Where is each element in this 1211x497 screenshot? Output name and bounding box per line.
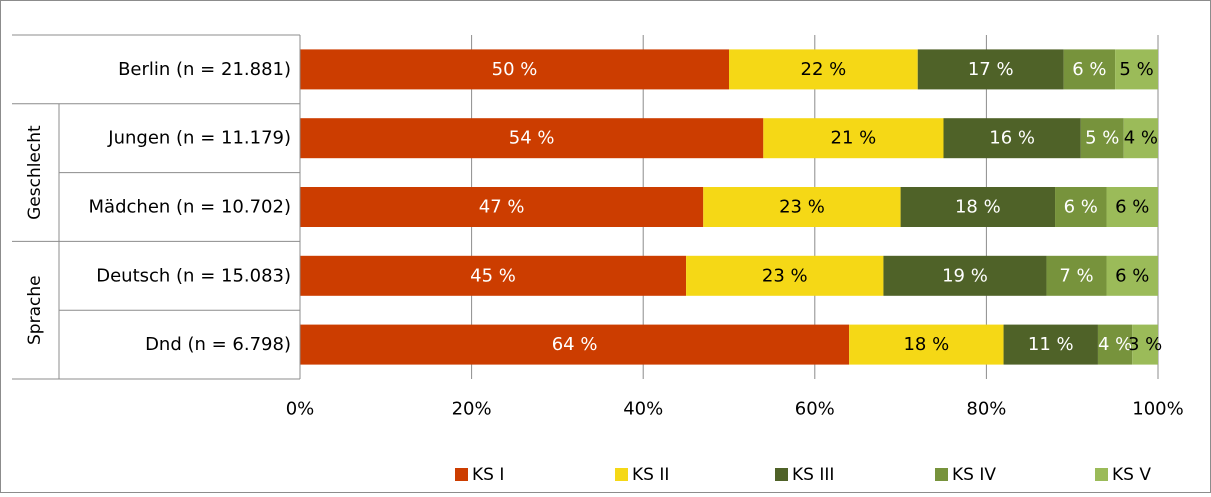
data-label: 19 % bbox=[942, 265, 988, 286]
data-label: 47 % bbox=[479, 197, 525, 218]
bar-segment bbox=[300, 118, 764, 159]
bar-segment bbox=[849, 324, 1004, 365]
x-tick-label: 100% bbox=[1132, 399, 1183, 420]
data-label: 5 % bbox=[1119, 59, 1153, 80]
bar-segment bbox=[300, 255, 687, 296]
legend-swatch bbox=[455, 468, 468, 481]
category-label: Dnd (n = 6.798) bbox=[145, 334, 291, 355]
bar-segment bbox=[686, 255, 884, 296]
bar-segment bbox=[729, 49, 918, 90]
category-label: Deutsch (n = 15.083) bbox=[96, 265, 291, 286]
data-label: 6 % bbox=[1115, 197, 1149, 218]
legend: KS I KS II KS III KS IV KS V bbox=[455, 465, 1151, 485]
category-label: Mädchen (n = 10.702) bbox=[89, 197, 291, 218]
legend-label: KS III bbox=[792, 465, 834, 485]
bar-segment bbox=[943, 118, 1081, 159]
legend-label: KS V bbox=[1112, 465, 1151, 485]
bar-segment bbox=[703, 187, 901, 227]
bar-segment bbox=[1063, 49, 1116, 90]
bar-segment bbox=[1003, 324, 1098, 365]
legend-label: KS II bbox=[632, 465, 669, 485]
data-label: 23 % bbox=[762, 265, 808, 286]
data-label: 45 % bbox=[470, 265, 516, 286]
bar-segment bbox=[1123, 118, 1158, 159]
data-label: 6 % bbox=[1115, 265, 1149, 286]
bar-segment bbox=[1080, 118, 1124, 159]
legend-swatch bbox=[935, 468, 948, 481]
bar-segment bbox=[300, 187, 704, 227]
data-label: 64 % bbox=[552, 334, 598, 355]
data-label: 6 % bbox=[1064, 197, 1098, 218]
bar-segment bbox=[1097, 324, 1133, 365]
legend-swatch bbox=[1095, 468, 1108, 481]
axis-layer: Geschlecht Sprache Berlin (n = 21.881) Jung… bbox=[12, 34, 1184, 420]
x-tick-label: 80% bbox=[966, 399, 1006, 420]
data-label: 6 % bbox=[1072, 59, 1106, 80]
data-label: 16 % bbox=[989, 128, 1035, 149]
data-label: 18 % bbox=[903, 334, 949, 355]
bar-segment bbox=[1132, 324, 1158, 365]
group-label: Geschlecht bbox=[25, 125, 45, 220]
data-label: 21 % bbox=[831, 128, 877, 149]
legend-swatch bbox=[775, 468, 788, 481]
data-label: 7 % bbox=[1059, 265, 1093, 286]
category-label: Berlin (n = 21.881) bbox=[118, 59, 291, 80]
data-label: 11 % bbox=[1028, 334, 1074, 355]
data-label: 22 % bbox=[801, 59, 847, 80]
bar-segment bbox=[300, 49, 729, 90]
data-label: 18 % bbox=[955, 197, 1001, 218]
x-tick-label: 40% bbox=[623, 399, 663, 420]
data-label: 4 % bbox=[1124, 128, 1158, 149]
data-label: 4 % bbox=[1098, 334, 1132, 355]
category-label: Jungen (n = 11.179) bbox=[107, 128, 291, 149]
data-label: 17 % bbox=[968, 59, 1014, 80]
data-label: 3 % bbox=[1128, 334, 1162, 355]
bar-segment bbox=[1046, 255, 1107, 296]
data-label: 5 % bbox=[1085, 128, 1119, 149]
bar-segment bbox=[900, 187, 1056, 227]
bar-segment bbox=[1115, 49, 1158, 90]
bar-segment bbox=[763, 118, 944, 159]
bar-segment bbox=[1055, 187, 1107, 227]
legend-swatch bbox=[615, 468, 628, 481]
data-label: 54 % bbox=[509, 128, 555, 149]
bar-segment bbox=[1106, 187, 1158, 227]
group-label: Sprache bbox=[25, 275, 45, 345]
x-tick-label: 0% bbox=[286, 399, 315, 420]
bar-segment bbox=[917, 49, 1064, 90]
legend-label: KS IV bbox=[952, 465, 996, 485]
bar-segment bbox=[883, 255, 1047, 296]
x-tick-label: 20% bbox=[452, 399, 492, 420]
data-label: 50 % bbox=[492, 59, 538, 80]
bar-segment bbox=[300, 324, 850, 365]
bar-segment bbox=[1106, 255, 1158, 296]
legend-label: KS I bbox=[472, 465, 504, 485]
data-label: 23 % bbox=[779, 197, 825, 218]
x-tick-label: 60% bbox=[795, 399, 835, 420]
bars-layer: 50 % 22 % 17 % 6 % 5 %54 % 21 % 16 % 5 % 4 %47 %… bbox=[300, 49, 1162, 365]
